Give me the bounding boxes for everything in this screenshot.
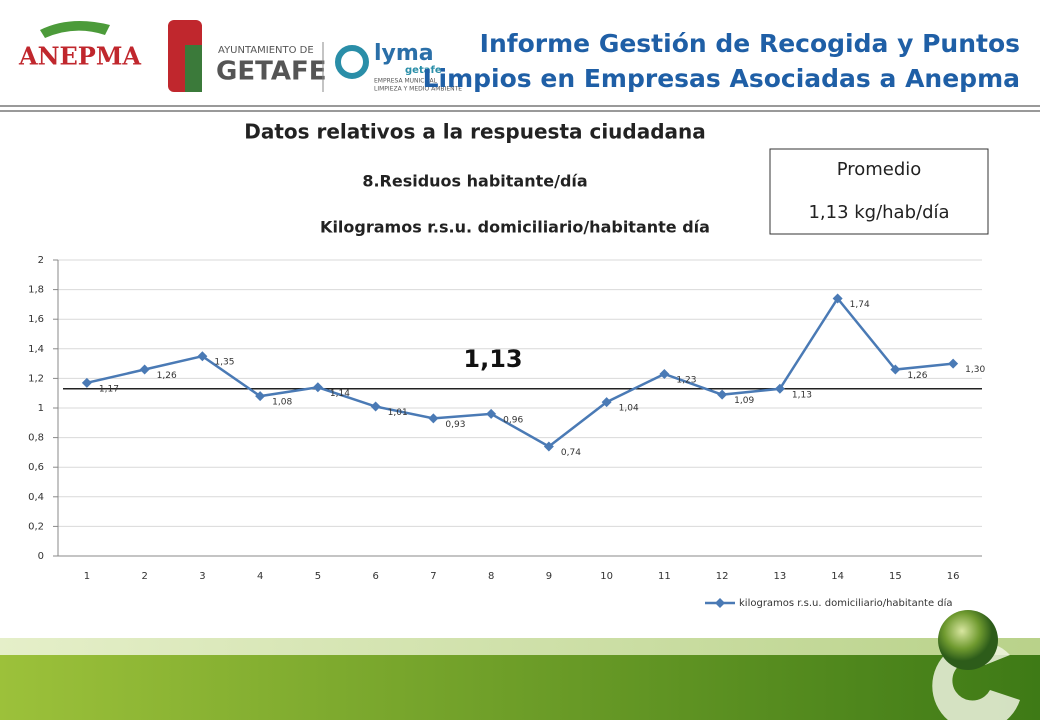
- logo-swoosh: [40, 21, 110, 38]
- logo-text: EMPRESA MUNICIPAL: [374, 78, 438, 85]
- marker: [139, 364, 150, 375]
- marker: [197, 351, 208, 362]
- marker: [890, 364, 901, 375]
- value-label: 1,23: [676, 375, 696, 385]
- value-label: 1,14: [330, 389, 350, 399]
- y-tick-label: 1,6: [28, 314, 44, 325]
- value-label: 1,17: [99, 384, 119, 394]
- x-tick-label: 7: [430, 571, 436, 582]
- x-tick-label: 5: [315, 571, 321, 582]
- x-tick-label: 6: [372, 571, 378, 582]
- value-label: 0,93: [445, 420, 465, 430]
- value-label: 1,04: [619, 404, 639, 414]
- marker: [486, 408, 497, 419]
- value-label: 1,08: [272, 398, 292, 408]
- y-tick-label: 0: [38, 551, 44, 562]
- x-tick-label: 16: [947, 571, 960, 582]
- value-label: 1,74: [850, 300, 870, 310]
- y-tick-label: 0,2: [28, 521, 44, 532]
- marker: [312, 382, 323, 393]
- average-label: 1,13: [463, 345, 522, 373]
- value-label: 0,96: [503, 415, 523, 425]
- summary-value: 1,13 kg/hab/día: [808, 202, 949, 223]
- x-tick-label: 12: [716, 571, 729, 582]
- logo-lyma-icon: [335, 45, 369, 79]
- y-tick-label: 0,4: [28, 492, 44, 503]
- marker: [370, 401, 381, 412]
- logo-anepma: ANEPMA: [18, 42, 141, 71]
- x-tick-label: 8: [488, 571, 494, 582]
- section-title: Datos relativos a la respuesta ciudadana: [244, 120, 706, 144]
- marker: [948, 358, 959, 369]
- marker: [601, 397, 612, 408]
- logo-text: AYUNTAMIENTO DE: [218, 45, 314, 56]
- logo-text: GETAFE: [216, 57, 326, 87]
- x-tick-label: 15: [889, 571, 902, 582]
- x-tick-label: 2: [141, 571, 147, 582]
- summary-label: Promedio: [837, 159, 922, 180]
- marker: [717, 389, 728, 400]
- y-tick-label: 1,2: [28, 373, 44, 384]
- footer-stripe: [0, 638, 1040, 655]
- y-tick-label: 1: [38, 403, 44, 414]
- x-tick-label: 13: [774, 571, 787, 582]
- globe: [938, 610, 998, 670]
- marker: [659, 368, 670, 379]
- y-tick-label: 0,8: [28, 433, 44, 444]
- title: Limpios en Empresas Asociadas a Anepma: [423, 64, 1020, 93]
- value-label: 1,30: [965, 365, 985, 375]
- title: Informe Gestión de Recogida y Puntos: [480, 29, 1020, 58]
- series-line: [86, 296, 954, 448]
- footer-band: [0, 655, 1040, 720]
- marker: [774, 383, 785, 394]
- x-tick-label: 1: [84, 571, 90, 582]
- x-tick-label: 3: [199, 571, 205, 582]
- marker: [428, 413, 439, 424]
- logo-text: lyma: [374, 41, 434, 66]
- subtitle: 8.Residuos habitante/día: [362, 172, 587, 191]
- x-tick-label: 4: [257, 571, 263, 582]
- y-tick-label: 1,8: [28, 285, 44, 296]
- summary-box: [769, 148, 989, 235]
- x-tick-label: 10: [600, 571, 613, 582]
- value-label: 1,01: [388, 408, 408, 418]
- logo-shield-part: [185, 45, 202, 92]
- x-tick-label: 9: [546, 571, 552, 582]
- value-label: 1,13: [792, 390, 812, 400]
- legend-marker: [715, 598, 725, 608]
- marker: [255, 391, 266, 402]
- logo-text: getafe: [405, 65, 442, 76]
- value-label: 1,26: [157, 371, 177, 381]
- value-label: 0,74: [561, 448, 581, 458]
- y-tick-label: 2: [38, 255, 44, 266]
- marker: [832, 293, 843, 304]
- logo-text: LIMPIEZA Y MEDIO AMBIENTE: [374, 86, 462, 93]
- value-label: 1,35: [214, 358, 234, 368]
- y-tick-label: 1,4: [28, 344, 44, 355]
- value-label: 1,26: [907, 371, 927, 381]
- legend-label: kilogramos r.s.u. domiciliario/habitante…: [739, 597, 953, 609]
- chart-title: Kilogramos r.s.u. domiciliario/habitante…: [320, 218, 710, 237]
- value-label: 1,09: [734, 396, 754, 406]
- x-tick-label: 14: [831, 571, 844, 582]
- marker: [543, 441, 554, 452]
- x-tick-label: 11: [658, 571, 671, 582]
- y-tick-label: 0,6: [28, 462, 44, 473]
- marker: [81, 377, 92, 388]
